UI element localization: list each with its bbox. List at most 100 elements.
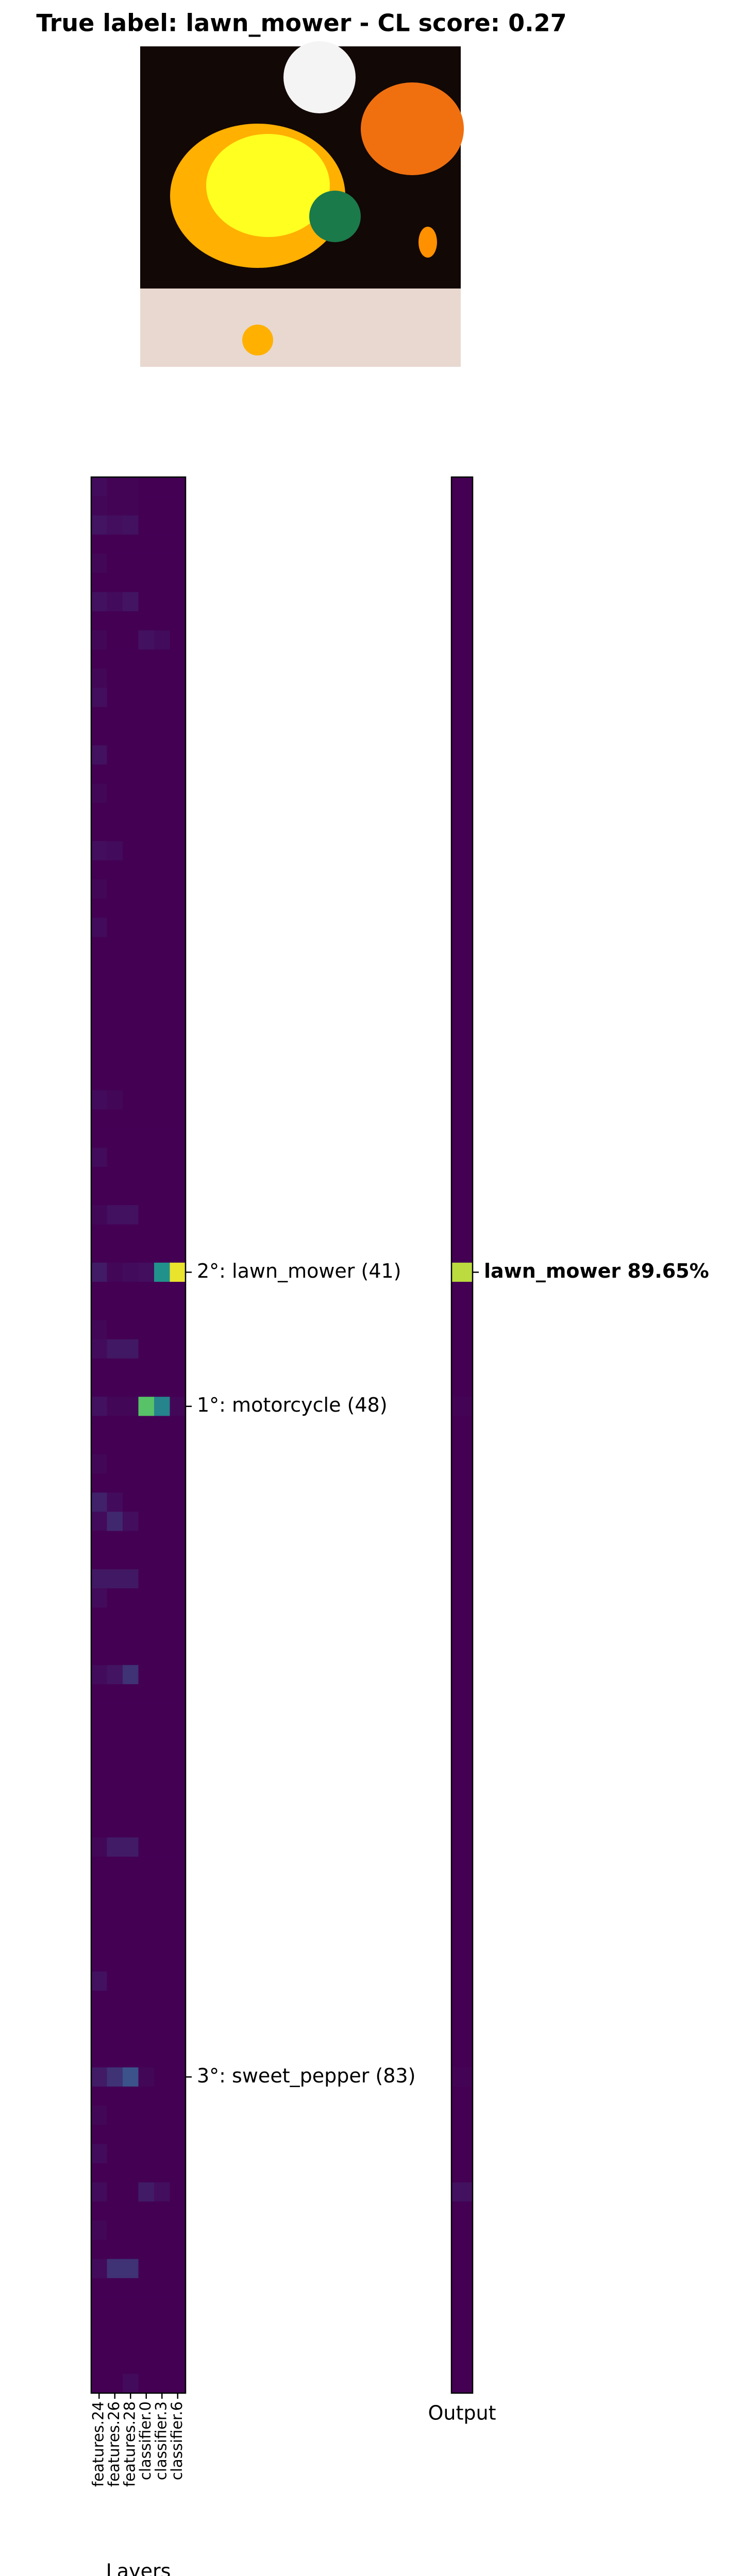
heat-cell	[138, 496, 155, 516]
heat-cell	[154, 1703, 170, 1723]
heat-cell	[170, 764, 186, 784]
heat-cell	[170, 1780, 186, 1800]
heat-cell	[107, 2221, 123, 2240]
heat-cell	[91, 2278, 107, 2298]
heat-cell	[107, 2029, 123, 2049]
heat-cell	[123, 1320, 139, 1340]
heat-cell	[91, 1013, 107, 1033]
heat-cell	[107, 496, 123, 516]
heat-cell	[138, 1243, 155, 1263]
heat-cell	[91, 1684, 107, 1704]
heat-cell	[154, 956, 170, 976]
heat-cell	[123, 2278, 139, 2298]
heat-cell	[170, 1147, 186, 1167]
heat-cell	[91, 784, 107, 803]
heat-cell	[107, 630, 123, 650]
heat-cell	[123, 2297, 139, 2317]
heat-cell	[154, 726, 170, 746]
heat-cell	[107, 2259, 123, 2279]
heat-cell	[154, 2278, 170, 2298]
heat-cell	[138, 2278, 155, 2298]
heat-cell	[91, 994, 107, 1014]
heat-cell	[170, 1550, 186, 1570]
heat-cell	[154, 1186, 170, 1206]
heat-cell	[170, 918, 186, 938]
heat-cell	[123, 975, 139, 995]
heat-cell	[154, 1760, 170, 1781]
heat-cell	[138, 2259, 155, 2279]
output-cell	[451, 2335, 473, 2355]
heat-cell	[154, 1665, 170, 1685]
heat-cell	[170, 1473, 186, 1493]
heat-cell	[91, 1703, 107, 1723]
heat-cell	[170, 1377, 186, 1397]
heat-cell	[91, 1224, 107, 1244]
heat-cell	[123, 2182, 139, 2202]
output-cell	[451, 1799, 473, 1819]
heat-cell	[154, 1147, 170, 1167]
heat-cell	[123, 2259, 139, 2279]
heat-cell	[123, 822, 139, 842]
heat-cell	[123, 1377, 139, 1397]
heat-cell	[123, 1588, 139, 1608]
output-cell	[451, 1588, 473, 1608]
heat-cell	[123, 1032, 139, 1053]
heat-cell	[91, 2354, 107, 2375]
heat-cell	[91, 688, 107, 707]
heat-cell	[154, 2259, 170, 2279]
heat-cell	[107, 1799, 123, 1819]
heat-cell	[170, 1032, 186, 1053]
heat-cell	[123, 2335, 139, 2355]
heat-cell	[123, 515, 139, 535]
heat-cell	[123, 1875, 139, 1895]
output-cell	[451, 1493, 473, 1512]
heat-cell	[107, 1205, 123, 1225]
heat-cell	[138, 477, 155, 497]
heat-cell	[123, 1780, 139, 1800]
heat-cell	[138, 994, 155, 1014]
heat-cell	[123, 1281, 139, 1301]
heat-cell	[91, 1320, 107, 1340]
output-cell	[451, 1626, 473, 1647]
heat-cell	[107, 1397, 123, 1416]
heat-cell	[154, 1971, 170, 1991]
heat-cell	[123, 1971, 139, 1991]
heat-cell	[170, 2297, 186, 2317]
heat-cell	[91, 1626, 107, 1647]
heat-cell	[138, 1493, 155, 1512]
heat-cell	[154, 1377, 170, 1397]
output-cell	[451, 1703, 473, 1723]
heat-cell	[123, 956, 139, 976]
heat-cell	[154, 515, 170, 535]
heat-cell	[170, 2374, 186, 2394]
output-cell	[451, 1837, 473, 1857]
output-cell	[451, 860, 473, 880]
heat-cell	[170, 2144, 186, 2164]
output-cell	[451, 2182, 473, 2202]
heat-cell	[170, 2201, 186, 2221]
heat-cell	[170, 1914, 186, 1934]
heat-cell	[138, 1531, 155, 1551]
heat-cell	[123, 1722, 139, 1742]
heat-cell	[107, 1243, 123, 1263]
heat-cell	[138, 1320, 155, 1340]
heat-cell	[154, 1473, 170, 1493]
heat-cell	[154, 1071, 170, 1091]
heat-cell	[138, 1741, 155, 1761]
heat-cell	[91, 2048, 107, 2068]
heat-cell	[123, 1933, 139, 1953]
heat-cell	[107, 2201, 123, 2221]
output-cell	[451, 1186, 473, 1206]
heat-cell	[107, 1818, 123, 1838]
heat-cell	[138, 1205, 155, 1225]
output-cell	[451, 1875, 473, 1895]
heat-cell	[123, 1090, 139, 1110]
heat-cell	[170, 1895, 186, 1914]
annotation: lawn_mower 89.65%	[484, 1260, 709, 1282]
heat-cell	[123, 1052, 139, 1072]
heat-cell	[138, 1952, 155, 1972]
heat-cell	[107, 1837, 123, 1857]
heat-cell	[107, 1971, 123, 1991]
heat-cell	[123, 879, 139, 899]
heat-cell	[138, 1780, 155, 1800]
